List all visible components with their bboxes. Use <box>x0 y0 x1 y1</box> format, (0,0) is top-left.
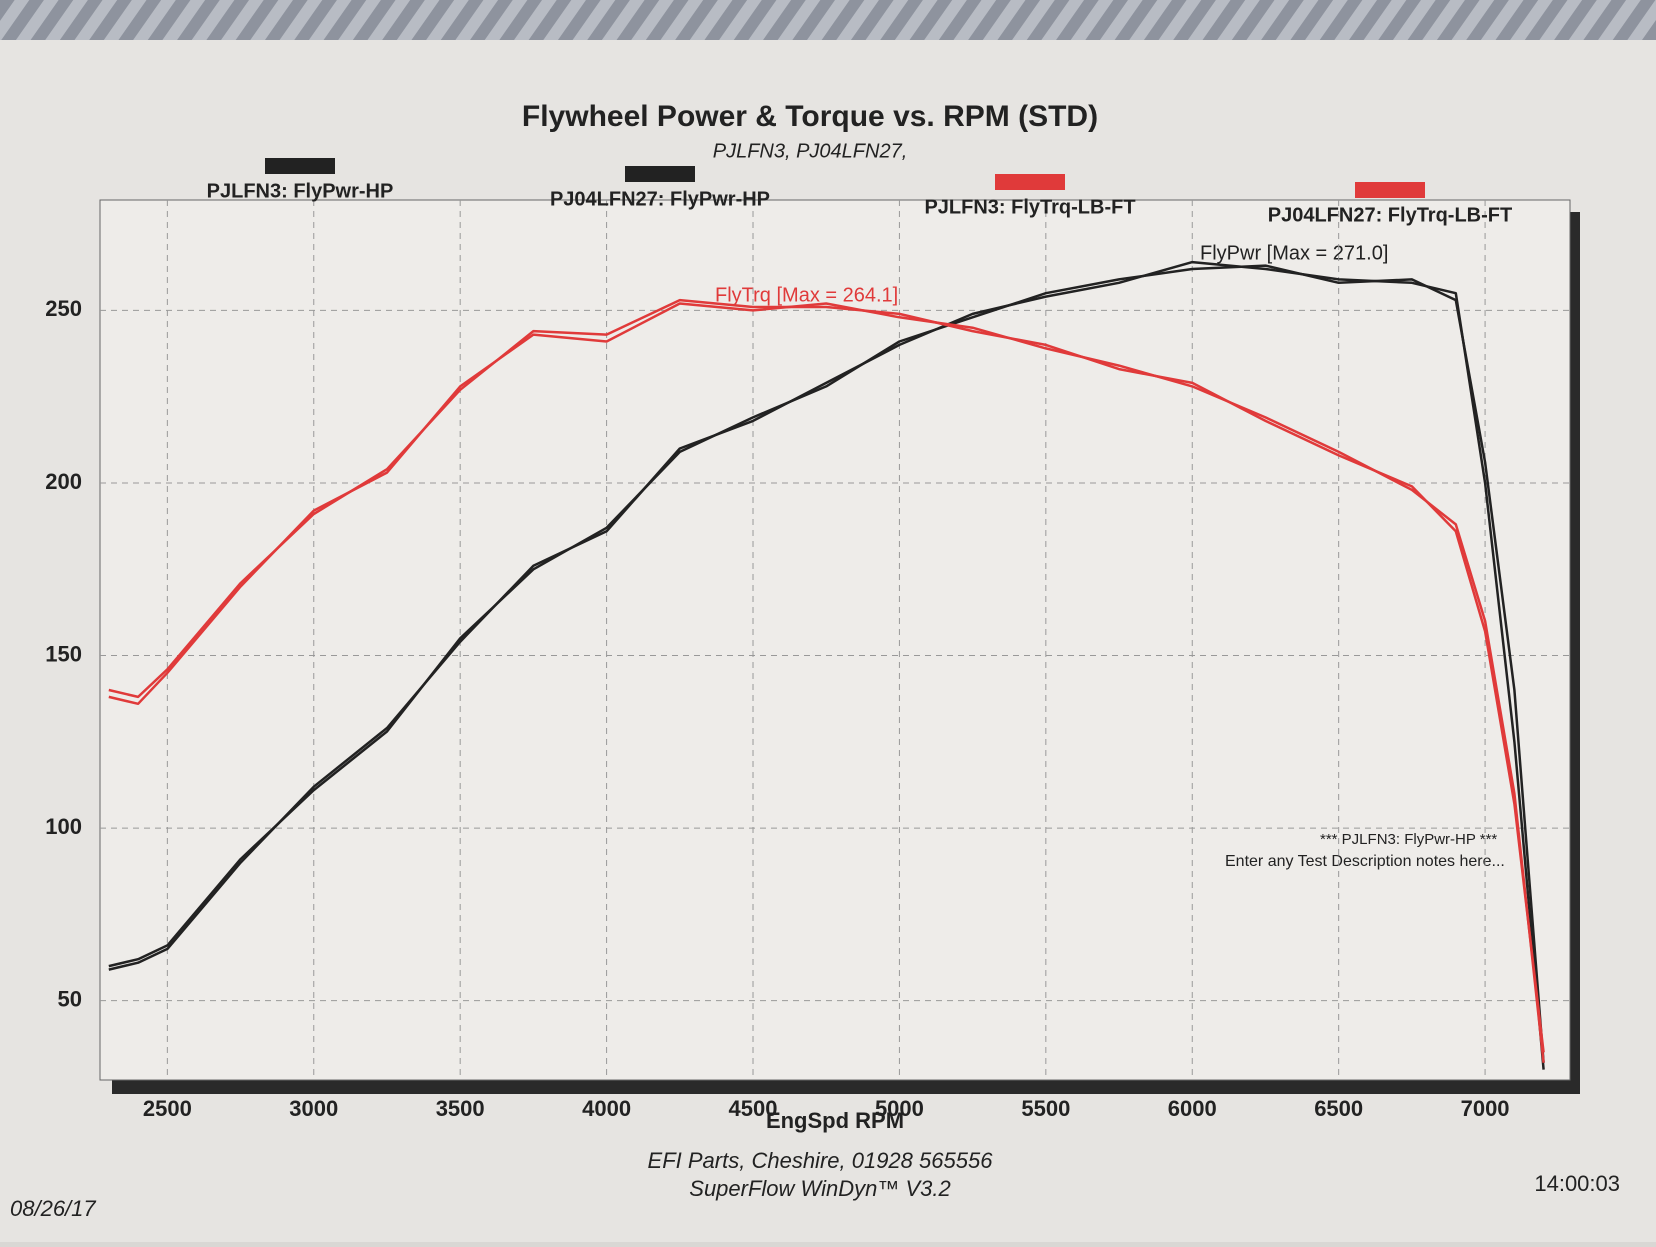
plot-area <box>99 199 1571 1081</box>
x-axis-label: EngSpd RPM <box>766 1108 904 1133</box>
chart-subtitle: PJLFN3, PJ04LFN27, <box>713 140 908 162</box>
x-tick-label: 2500 <box>143 1096 192 1121</box>
legend-swatch <box>995 174 1065 190</box>
annotation: Enter any Test Description notes here... <box>1225 853 1505 870</box>
x-tick-label: 4000 <box>582 1096 631 1121</box>
legend-label: PJLFN3: FlyPwr-HP <box>207 180 394 202</box>
annotation: FlyPwr [Max = 271.0] <box>1200 242 1388 264</box>
legend-swatch <box>1355 182 1425 198</box>
y-tick-label: 150 <box>45 641 82 666</box>
y-tick-label: 250 <box>45 296 82 321</box>
legend-label: PJ04LFN27: FlyTrq-LB-FT <box>1268 204 1512 226</box>
time: 14:00:03 <box>1534 1171 1620 1196</box>
legend-swatch <box>625 166 695 182</box>
legend-label: PJLFN3: FlyTrq-LB-FT <box>924 196 1135 218</box>
annotation: *** PJLFN3: FlyPwr-HP *** <box>1320 831 1497 848</box>
legend-label: PJ04LFN27: FlyPwr-HP <box>550 188 770 210</box>
series-line <box>108 302 1545 1063</box>
x-tick-label: 6500 <box>1314 1096 1363 1121</box>
y-tick-label: 100 <box>45 814 82 839</box>
footer: SuperFlow WinDyn™ V3.2 <box>689 1176 950 1201</box>
x-tick-label: 6000 <box>1168 1096 1217 1121</box>
y-tick-label: 50 <box>58 986 82 1011</box>
x-tick-label: 3500 <box>436 1096 485 1121</box>
x-tick-label: 4500 <box>729 1096 778 1121</box>
series-line <box>108 264 1545 1063</box>
legend-swatch <box>265 158 335 174</box>
x-tick-label: 5500 <box>1021 1096 1070 1121</box>
x-tick-label: 5000 <box>875 1096 924 1121</box>
x-tick-label: 3000 <box>289 1096 338 1121</box>
x-tick-label: 7000 <box>1461 1096 1510 1121</box>
chart-title: Flywheel Power & Torque vs. RPM (STD) <box>522 100 1098 133</box>
date: 08/26/17 <box>10 1196 96 1221</box>
y-tick-label: 200 <box>45 469 82 494</box>
footer: EFI Parts, Cheshire, 01928 565556 <box>648 1148 994 1173</box>
annotation: FlyTrq [Max = 264.1] <box>715 284 898 306</box>
